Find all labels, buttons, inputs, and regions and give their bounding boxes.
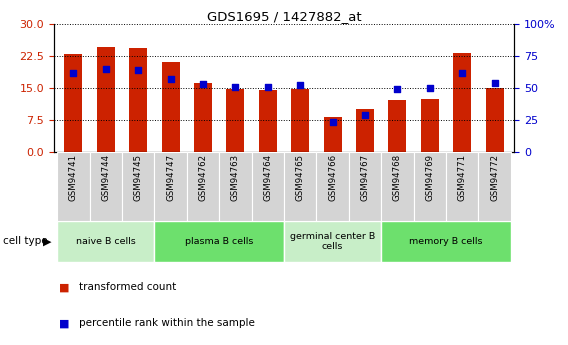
Point: [231, 84, 240, 89]
Text: GSM94747: GSM94747: [166, 154, 175, 201]
Bar: [194, 83, 212, 152]
Text: GSM94765: GSM94765: [296, 154, 304, 201]
Bar: [227, 89, 244, 152]
Point: [69, 70, 78, 76]
Bar: [478, 152, 511, 221]
Text: GSM94772: GSM94772: [490, 154, 499, 201]
Text: GSM94768: GSM94768: [393, 154, 402, 201]
Bar: [356, 109, 374, 152]
Bar: [453, 53, 471, 152]
Text: cell type: cell type: [3, 237, 48, 246]
Bar: [154, 221, 284, 262]
Text: GDS1695 / 1427882_at: GDS1695 / 1427882_at: [207, 10, 361, 23]
Point: [425, 85, 435, 91]
Point: [296, 83, 305, 88]
Text: naive B cells: naive B cells: [76, 237, 136, 246]
Bar: [389, 100, 406, 152]
Text: plasma B cells: plasma B cells: [185, 237, 253, 246]
Text: GSM94766: GSM94766: [328, 154, 337, 201]
Bar: [130, 48, 147, 152]
Text: GSM94769: GSM94769: [425, 154, 435, 201]
Bar: [284, 221, 381, 262]
Point: [133, 67, 143, 73]
Point: [101, 66, 110, 71]
Bar: [291, 89, 309, 152]
Bar: [154, 152, 187, 221]
Text: ▶: ▶: [43, 237, 51, 246]
Text: GSM94741: GSM94741: [69, 154, 78, 201]
Bar: [349, 152, 381, 221]
Bar: [219, 152, 252, 221]
Bar: [381, 221, 511, 262]
Text: ■: ■: [59, 318, 69, 328]
Point: [198, 81, 207, 87]
Bar: [57, 152, 90, 221]
Bar: [486, 88, 503, 152]
Text: GSM94763: GSM94763: [231, 154, 240, 201]
Text: GSM94762: GSM94762: [198, 154, 207, 201]
Bar: [381, 152, 414, 221]
Text: GSM94745: GSM94745: [133, 154, 143, 201]
Bar: [446, 152, 478, 221]
Point: [166, 76, 175, 82]
Bar: [421, 99, 438, 152]
Bar: [187, 152, 219, 221]
Point: [393, 87, 402, 92]
Text: GSM94771: GSM94771: [458, 154, 467, 201]
Bar: [252, 152, 284, 221]
Text: GSM94767: GSM94767: [361, 154, 370, 201]
Text: memory B cells: memory B cells: [410, 237, 483, 246]
Text: transformed count: transformed count: [80, 282, 177, 292]
Text: percentile rank within the sample: percentile rank within the sample: [80, 318, 255, 328]
Point: [458, 70, 467, 76]
Text: ■: ■: [59, 282, 69, 292]
Text: germinal center B
cells: germinal center B cells: [290, 232, 375, 251]
Text: GSM94744: GSM94744: [101, 154, 110, 201]
Bar: [259, 90, 277, 152]
Point: [328, 120, 337, 125]
Point: [490, 80, 499, 86]
Bar: [122, 152, 154, 221]
Bar: [284, 152, 316, 221]
Bar: [324, 117, 341, 152]
Bar: [414, 152, 446, 221]
Point: [263, 84, 272, 89]
Bar: [90, 152, 122, 221]
Bar: [162, 62, 179, 152]
Bar: [65, 53, 82, 152]
Point: [361, 112, 370, 118]
Text: GSM94764: GSM94764: [264, 154, 272, 201]
Bar: [97, 47, 115, 152]
Bar: [316, 152, 349, 221]
Bar: [57, 221, 154, 262]
